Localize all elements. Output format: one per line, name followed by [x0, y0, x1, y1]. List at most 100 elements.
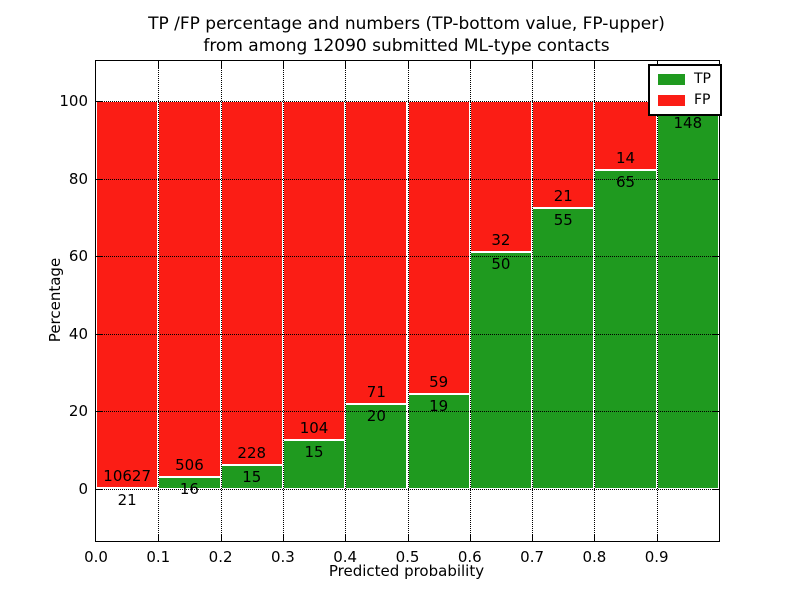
- chart-title-line2: from among 12090 submitted ML-type conta…: [203, 36, 610, 56]
- fp-count-label-3: 104: [299, 419, 329, 438]
- gridline-vertical: [158, 61, 160, 541]
- tp-count-label-9: 148: [673, 114, 703, 133]
- y-tick-right: [712, 256, 719, 258]
- gridline-horizontal: [96, 256, 719, 258]
- fp-count-label-1: 506: [175, 456, 204, 475]
- legend-fp-label: FP: [694, 92, 711, 108]
- tp-count-label-4: 20: [366, 406, 386, 425]
- x-tick-bottom: [158, 534, 160, 541]
- bar-segment-tp-3: [282, 440, 346, 489]
- tick-labels-layer: 0 20 40 60 80 100 0.0 0.1 0.2 0.3 0.4 0.5 0.6 0.7 0.8 0…: [59, 61, 719, 566]
- bar-segment-fp-3: [282, 100, 346, 441]
- x-tick-label: 0.7: [520, 548, 545, 566]
- gridline-vertical: [469, 61, 471, 541]
- gridline-horizontal: [96, 333, 719, 335]
- x-tick-top: [220, 61, 222, 68]
- x-tick-bottom: [469, 534, 471, 541]
- y-tick-label: 40: [68, 324, 88, 343]
- x-tick-label: 0.5: [395, 548, 420, 566]
- x-tick-top: [345, 61, 347, 68]
- x-tick-bottom: [282, 534, 284, 541]
- x-tick-label: 0.4: [333, 548, 358, 566]
- y-tick-label: 100: [59, 91, 88, 110]
- x-tick-top: [532, 61, 534, 68]
- x-tick-bottom: [220, 534, 222, 541]
- fp-count-label-2: 228: [237, 444, 267, 463]
- x-tick-bottom: [594, 534, 596, 541]
- fp-count-label-0: 10627: [103, 467, 151, 486]
- legend-item-fp: FP: [658, 93, 711, 108]
- x-tick-bottom: [656, 534, 658, 541]
- fp-count-label-7: 21: [553, 187, 573, 206]
- chart-title-line1: TP /FP percentage and numbers (TP-bottom…: [148, 14, 665, 34]
- legend-fp-swatch-icon: [658, 95, 685, 106]
- gridline-vertical: [656, 61, 658, 541]
- fp-count-label-8: 14: [615, 148, 636, 167]
- gridline-vertical: [282, 61, 284, 541]
- fp-count-label-5: 59: [429, 373, 449, 392]
- y-tick-label: 80: [68, 169, 88, 188]
- x-tick-label: 0.8: [582, 548, 607, 566]
- y-tick-right: [712, 489, 719, 490]
- y-tick-right: [712, 333, 719, 335]
- y-tick-right: [712, 411, 719, 413]
- bar-segment-tp-6: [469, 252, 533, 489]
- x-tick-top: [594, 61, 596, 68]
- x-tick-label: 0.0: [84, 548, 108, 566]
- plot-area: 10627 21 506 16 228 15 104 15 71 20 59 19 32 50 21 55 14…: [59, 60, 720, 566]
- y-tick-label: 0: [78, 480, 88, 498]
- x-tick-bottom: [407, 534, 409, 541]
- legend-item-tp: TP: [658, 72, 711, 87]
- gridline-horizontal: [96, 178, 719, 180]
- x-tick-label: 0.1: [146, 548, 171, 566]
- bars-layer: [96, 61, 719, 541]
- gridline-vertical: [407, 61, 409, 541]
- gridline-vertical: [532, 61, 534, 541]
- tp-count-label-3: 15: [304, 443, 324, 462]
- tp-count-label-0: 21: [117, 491, 137, 510]
- legend-tp-label: TP: [694, 71, 711, 87]
- y-tick-left: [96, 489, 103, 490]
- x-tick-top: [158, 61, 160, 68]
- y-tick-right: [712, 178, 719, 180]
- tp-count-label-7: 55: [553, 211, 573, 230]
- x-axis-label: Predicted probability: [328, 562, 485, 580]
- y-tick-left: [96, 256, 103, 258]
- x-tick-bottom: [532, 534, 534, 541]
- bar-segment-fp-0: [96, 100, 159, 489]
- bar-labels-layer: 10627 21 506 16 228 15 104 15 71 20 59 19 32 50 21 55 14…: [96, 61, 719, 541]
- bar-segment-fp-1: [158, 100, 221, 478]
- bar-segment-fp-2: [220, 100, 283, 466]
- bar-segment-tp-4: [345, 403, 408, 489]
- legend: TP FP: [648, 64, 722, 116]
- gridline-vertical: [594, 61, 596, 541]
- y-tick-label: 20: [68, 402, 88, 421]
- tp-count-label-1: 16: [179, 480, 199, 499]
- y-tick-label: 60: [68, 247, 88, 266]
- bar-segment-fp-7: [532, 100, 595, 209]
- gridline-vertical: [220, 61, 222, 541]
- x-tick-top: [407, 61, 409, 68]
- x-tick-label: 0.9: [644, 548, 669, 566]
- x-tick-label: 0.3: [270, 548, 295, 566]
- gridline-horizontal: [96, 411, 719, 413]
- x-tick-label: 0.6: [457, 548, 482, 566]
- x-tick-bottom: [345, 534, 347, 541]
- chart-title: TP /FP percentage and numbers (TP-bottom…: [95, 13, 718, 57]
- fp-count-label-6: 32: [491, 231, 511, 250]
- grid-layer: [96, 61, 719, 541]
- gridline-horizontal: [96, 489, 719, 490]
- x-tick-label: 0.2: [208, 548, 233, 566]
- bar-segment-tp-8: [594, 169, 657, 489]
- legend-tp-swatch-icon: [658, 74, 685, 85]
- y-tick-left: [96, 411, 103, 413]
- tp-count-label-5: 19: [429, 397, 449, 416]
- gridline-horizontal: [96, 100, 719, 102]
- gridline-vertical: [345, 61, 347, 541]
- x-tick-top: [469, 61, 471, 68]
- y-tick-left: [96, 333, 103, 335]
- tp-count-label-8: 65: [615, 172, 636, 191]
- fp-count-label-4: 71: [366, 382, 386, 401]
- bar-segment-tp-7: [532, 208, 595, 489]
